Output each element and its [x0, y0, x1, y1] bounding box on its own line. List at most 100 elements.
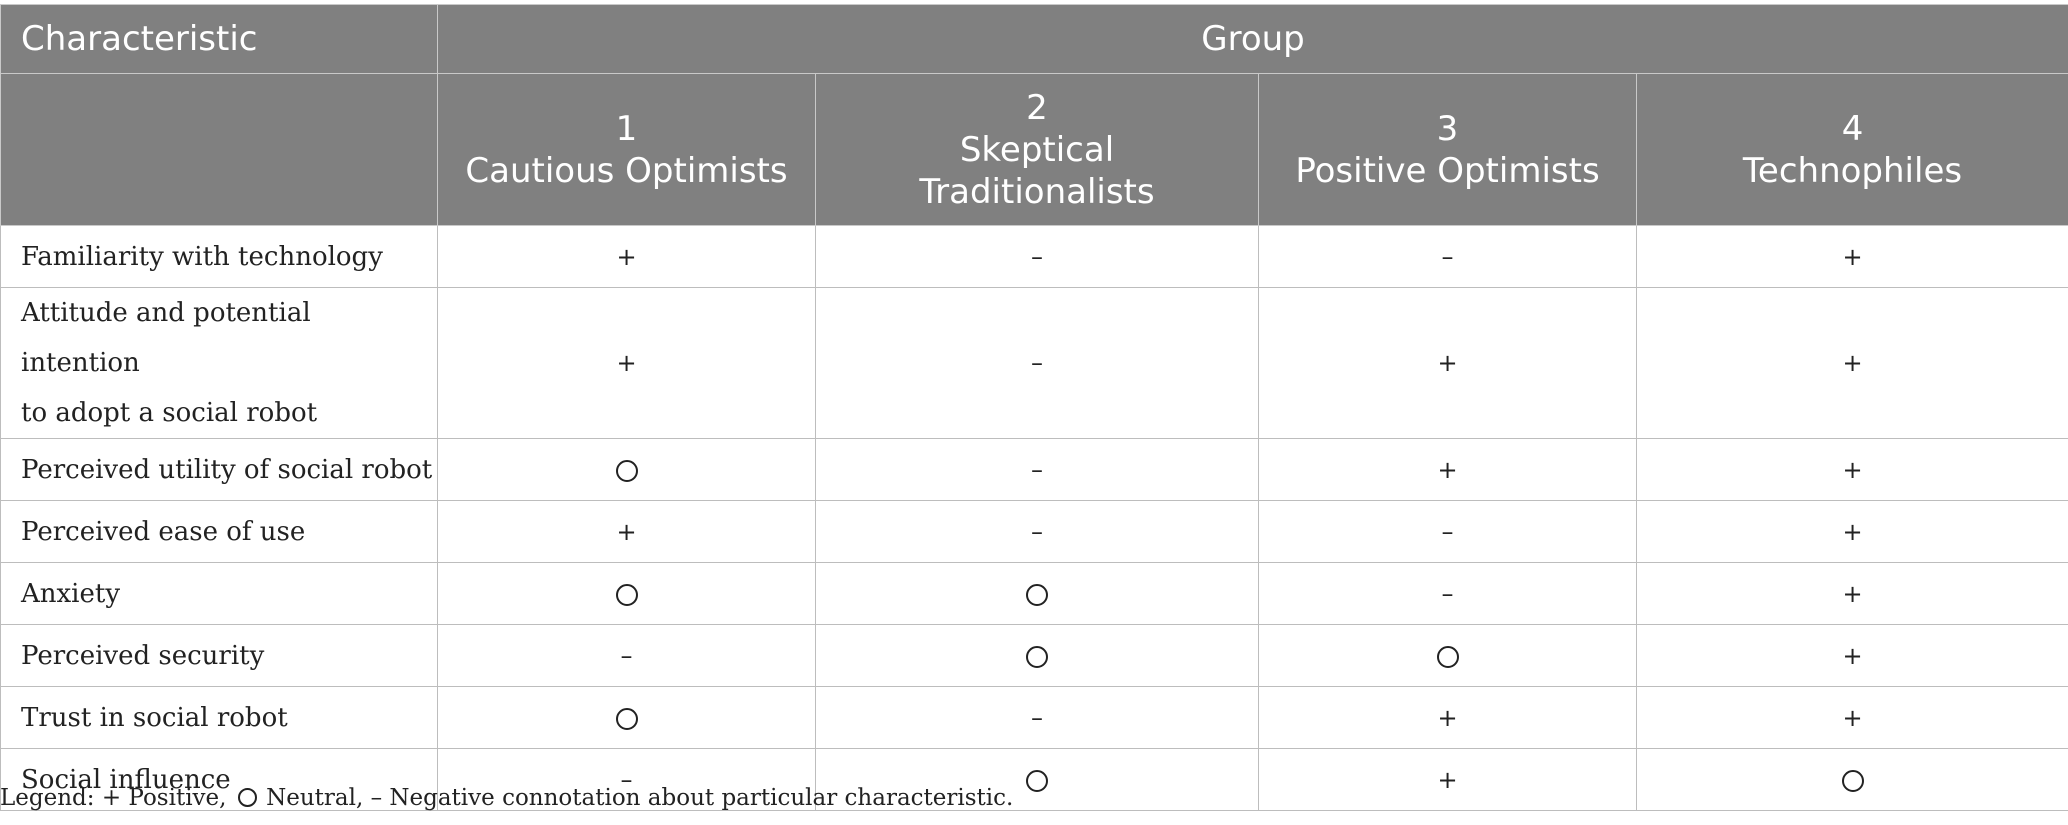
- minus-symbol: –: [1031, 349, 1043, 377]
- minus-symbol: –: [1441, 517, 1454, 546]
- positive-cell: +: [1258, 438, 1637, 501]
- row-label-text: Perceived ease of use: [21, 516, 306, 547]
- group-number: 1: [615, 108, 638, 149]
- plus-symbol: +: [1842, 242, 1863, 271]
- table-row: Familiarity with technology + – – +: [0, 225, 2068, 288]
- row-label: Perceived utility of social robot: [0, 438, 438, 501]
- minus-symbol: –: [1031, 455, 1043, 484]
- plus-symbol: +: [616, 349, 637, 377]
- neutral-circle-icon: [237, 787, 257, 807]
- group-number: 3: [1436, 108, 1459, 149]
- minus-symbol: –: [1031, 242, 1043, 271]
- negative-cell: –: [815, 500, 1259, 563]
- row-label-text: Trust in social robot: [21, 702, 288, 733]
- plus-symbol: +: [1437, 765, 1458, 794]
- negative-cell: –: [1258, 500, 1637, 563]
- positive-cell: +: [437, 287, 816, 439]
- table-row: Perceived ease of use + – – +: [0, 500, 2068, 563]
- table-row: Social influence – +: [0, 748, 2068, 811]
- plus-symbol: +: [1437, 455, 1458, 484]
- negative-cell: –: [815, 225, 1259, 288]
- characteristics-table: Characteristic Group 1 Cautious Optimist…: [0, 4, 2068, 811]
- row-label: Perceived security: [0, 624, 438, 687]
- header-group: Group: [436, 4, 2068, 74]
- legend-prefix: Legend: + Positive,: [0, 785, 227, 811]
- row-label: Trust in social robot: [0, 686, 438, 749]
- positive-cell: +: [1635, 225, 2068, 288]
- negative-cell: –: [437, 748, 816, 811]
- plus-symbol: +: [1437, 703, 1458, 732]
- group-name: Positive Optimists: [1295, 150, 1600, 191]
- neutral-cell: [437, 562, 816, 625]
- table-row: Attitude and potential intention to adopt…: [0, 287, 2068, 439]
- row-label-text: Familiarity with technology: [21, 241, 383, 272]
- positive-cell: +: [1258, 748, 1637, 811]
- row-label-text: Anxiety: [21, 578, 121, 609]
- plus-symbol: +: [1842, 349, 1863, 377]
- legend-rest: Neutral, – Negative connotation about pa…: [266, 785, 1014, 811]
- neutral-circle-icon: [615, 583, 638, 606]
- row-label: Perceived ease of use: [0, 500, 438, 563]
- neutral-cell: [815, 562, 1259, 625]
- group-name: Skeptical: [959, 129, 1115, 170]
- row-label: Social influence: [0, 748, 438, 811]
- row-label-text: Social influence: [21, 764, 231, 795]
- neutral-circle-icon: [1841, 769, 1864, 792]
- neutral-circle-icon: [1026, 645, 1048, 668]
- header-group-3: 3 Positive Optimists: [1258, 73, 1637, 226]
- plus-symbol: +: [616, 517, 637, 546]
- positive-cell: +: [1258, 287, 1637, 439]
- negative-cell: –: [815, 438, 1259, 501]
- neutral-cell: [1635, 748, 2068, 811]
- positive-cell: +: [1258, 686, 1637, 749]
- positive-cell: +: [1635, 287, 2068, 439]
- plus-symbol: +: [1437, 349, 1458, 377]
- minus-symbol: –: [1441, 242, 1454, 271]
- negative-cell: –: [815, 686, 1259, 749]
- positive-cell: +: [437, 225, 816, 288]
- positive-cell: +: [1635, 438, 2068, 501]
- table-row: Perceived security – +: [0, 624, 2068, 687]
- minus-symbol: –: [1031, 703, 1043, 732]
- row-label-text: Attitude and potential intention: [21, 298, 311, 378]
- group-name-line2: Traditionalists: [919, 171, 1155, 212]
- neutral-cell: [437, 686, 816, 749]
- table-row: Anxiety – +: [0, 562, 2068, 625]
- group-number: 4: [1841, 108, 1864, 149]
- neutral-circle-icon: [1026, 583, 1048, 606]
- header-empty-cell: [0, 73, 438, 226]
- neutral-circle-icon: [615, 707, 638, 730]
- minus-symbol: –: [1031, 517, 1043, 546]
- group-name: Cautious Optimists: [465, 150, 788, 191]
- header-group-2: 2 Skeptical Traditionalists: [815, 73, 1259, 226]
- plus-symbol: +: [1842, 703, 1863, 732]
- neutral-cell: [1258, 624, 1637, 687]
- negative-cell: –: [437, 624, 816, 687]
- plus-symbol: +: [1842, 641, 1863, 670]
- negative-cell: –: [1258, 562, 1637, 625]
- positive-cell: +: [437, 500, 816, 563]
- table-row: Trust in social robot – + +: [0, 686, 2068, 749]
- table-body: Familiarity with technology + – – + Attitude …: [0, 225, 2068, 811]
- plus-symbol: +: [1842, 517, 1863, 546]
- row-label: Familiarity with technology: [0, 225, 438, 288]
- positive-cell: +: [1635, 500, 2068, 563]
- row-label: Attitude and potential intention to adopt…: [0, 287, 438, 439]
- plus-symbol: +: [616, 242, 637, 271]
- row-label-text: Perceived utility of social robot: [21, 454, 433, 485]
- neutral-circle-icon: [1026, 769, 1048, 792]
- neutral-cell: [437, 438, 816, 501]
- header-group-4: 4 Technophiles: [1635, 73, 2068, 226]
- group-name: Technophiles: [1742, 150, 1963, 191]
- row-label-text-line2: to adopt a social robot: [21, 398, 318, 428]
- row-label-text: Perceived security: [21, 640, 265, 671]
- plus-symbol: +: [1842, 455, 1863, 484]
- table-row: Perceived utility of social robot – + +: [0, 438, 2068, 501]
- row-label: Anxiety: [0, 562, 438, 625]
- plus-symbol: +: [1842, 579, 1863, 608]
- minus-symbol: –: [1441, 579, 1454, 608]
- neutral-circle-icon: [615, 459, 638, 482]
- neutral-circle-icon: [1436, 645, 1459, 668]
- minus-symbol: –: [620, 765, 633, 794]
- positive-cell: +: [1635, 562, 2068, 625]
